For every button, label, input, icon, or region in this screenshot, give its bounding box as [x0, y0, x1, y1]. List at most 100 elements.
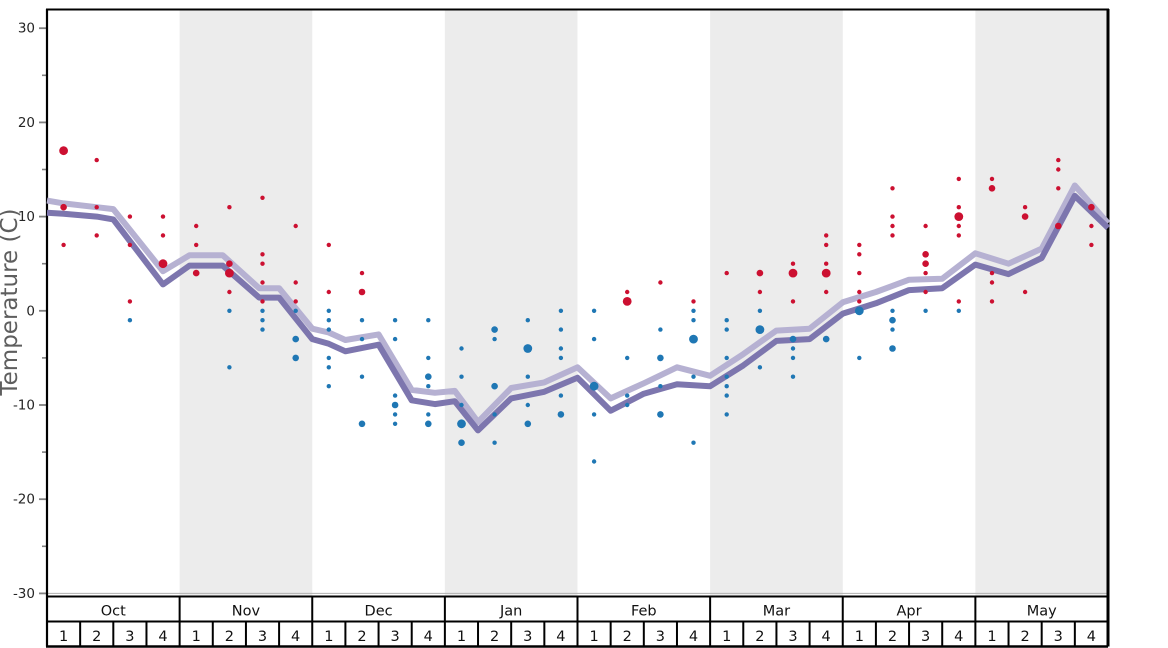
record-min-dot [127, 318, 133, 323]
week-label: 1 [855, 629, 864, 645]
record-min-dot [292, 354, 300, 362]
record-max-dot [192, 269, 200, 277]
y-tick-label: -30 [13, 586, 35, 602]
record-max-dot [989, 270, 995, 276]
record-min-dot [689, 334, 698, 344]
record-max-dot [824, 261, 829, 266]
record-max-dot [923, 270, 928, 276]
record-min-dot [822, 335, 830, 343]
shaded-band-jan [444, 10, 578, 597]
record-max-dot [989, 176, 995, 182]
week-label: 2 [888, 629, 897, 645]
record-max-dot [260, 299, 265, 304]
week-label: 2 [490, 629, 499, 645]
week-label: 1 [589, 629, 598, 645]
record-max-dot [658, 280, 663, 285]
record-min-dot [326, 308, 331, 313]
record-min-dot [326, 318, 331, 323]
week-label: 3 [921, 629, 930, 645]
record-min-dot [790, 355, 796, 361]
record-max-dot [790, 299, 796, 304]
record-min-dot [392, 318, 398, 323]
record-min-dot [558, 327, 564, 332]
record-max-dot [857, 270, 862, 276]
record-max-dot [691, 299, 696, 304]
record-max-dot [824, 289, 829, 295]
record-max-dot [989, 280, 995, 285]
record-min-dot [889, 316, 896, 324]
y-tick-label: 30 [18, 21, 35, 37]
record-min-dot [789, 335, 797, 343]
month-label-nov: Nov [232, 604, 261, 620]
record-min-dot [890, 327, 895, 332]
week-label: 3 [656, 629, 665, 645]
record-max-dot [788, 268, 798, 278]
record-min-dot [790, 374, 796, 379]
record-min-dot [292, 335, 300, 343]
record-max-dot [225, 268, 234, 278]
record-max-dot [857, 289, 862, 295]
week-label: 4 [1087, 629, 1096, 645]
month-label-may: May [1027, 604, 1057, 620]
y-tick-label: -20 [13, 492, 35, 508]
record-min-dot [426, 355, 431, 361]
record-max-dot [956, 176, 961, 182]
record-min-dot [724, 327, 729, 332]
record-max-dot [226, 260, 233, 268]
series-layer [46, 182, 1111, 434]
record-min-dot [558, 308, 564, 313]
record-min-dot [724, 412, 729, 417]
week-label: 1 [457, 629, 466, 645]
record-min-dot [724, 374, 729, 379]
week-label: 4 [954, 629, 963, 645]
record-min-dot [625, 393, 630, 398]
record-max-dot [956, 223, 961, 229]
record-max-dot [1022, 289, 1028, 295]
week-label: 4 [556, 629, 565, 645]
record-max-dot [61, 242, 66, 248]
record-min-dot [790, 346, 796, 351]
record-min-dot [358, 420, 366, 428]
record-min-dot [923, 308, 928, 313]
record-min-dot [458, 439, 465, 447]
record-max-dot [890, 223, 895, 229]
week-label: 4 [424, 629, 433, 645]
record-max-dot [260, 280, 265, 285]
week-label: 1 [192, 629, 201, 645]
record-min-dot [625, 355, 630, 361]
record-max-dot [94, 205, 99, 210]
record-min-dot [425, 373, 432, 381]
record-max-dot [821, 268, 831, 278]
record-min-dot [426, 318, 431, 323]
record-min-dot [857, 355, 862, 361]
shaded-month-bands [179, 10, 1108, 597]
record-max-dot [359, 270, 365, 276]
record-min-dot [426, 412, 431, 417]
record-min-dot [691, 318, 696, 323]
record-max-dot [160, 214, 166, 219]
record-min-dot [491, 382, 498, 390]
series-line-min [46, 192, 1111, 434]
axes-layer: 30 20 10 0 -10 -20 -30 [13, 8, 1110, 647]
shaded-band-may [975, 10, 1108, 597]
record-min-dot [525, 374, 530, 379]
record-max-dot [194, 223, 199, 229]
record-min-dot [691, 374, 696, 379]
record-min-dot [525, 402, 530, 408]
series-line-max [46, 182, 1111, 425]
record-max-dot [1021, 213, 1029, 220]
record-max-dot [923, 223, 928, 229]
record-min-dot [890, 308, 895, 313]
record-max-dot [127, 299, 133, 304]
record-min-dot [724, 318, 729, 323]
week-label: 4 [822, 629, 831, 645]
record-min-dot [392, 393, 398, 398]
record-max-dot [194, 242, 199, 248]
record-max-dot [956, 205, 961, 210]
record-min-dot [227, 308, 232, 313]
record-min-dot [459, 402, 464, 408]
shaded-band-mar [710, 10, 843, 597]
record-max-dot [1056, 186, 1061, 191]
week-label: 1 [324, 629, 333, 645]
record-min-dot [391, 401, 399, 409]
